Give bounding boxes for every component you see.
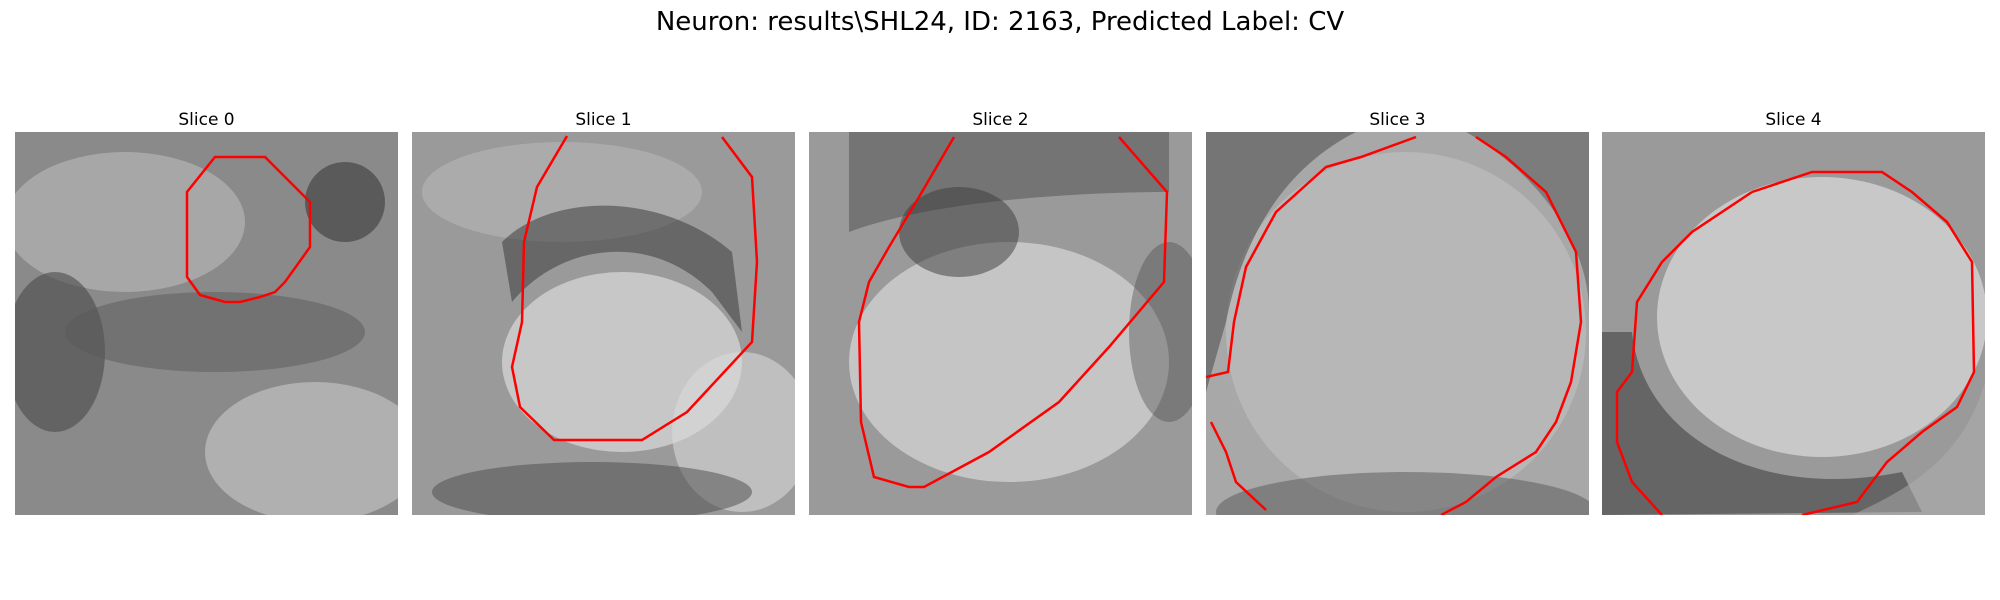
slice-title: Slice 0: [178, 110, 235, 130]
cell-contour: [1440, 135, 1583, 515]
slice-title: Slice 2: [972, 110, 1029, 130]
cell-contour: [1615, 190, 1753, 515]
slice-title: Slice 4: [1765, 110, 1822, 130]
slice-title: Slice 3: [1369, 110, 1426, 130]
cell-contour: [185, 155, 312, 304]
figure-title: Neuron: results\SHL24, ID: 2163, Predict…: [655, 7, 1345, 37]
cell-contour: [1206, 135, 1417, 379]
cell-contour: [1209, 421, 1267, 511]
microscopy-image: [15, 132, 398, 515]
cell-contour: [857, 136, 1169, 489]
slice-panel-0: Slice 0: [15, 108, 398, 515]
slice-panel-2: Slice 2: [809, 108, 1192, 515]
microscopy-image: [809, 132, 1192, 515]
cell-contour: [1751, 170, 1976, 515]
microscopy-image: [412, 132, 795, 515]
microscopy-image: [1602, 132, 1985, 515]
slice-panel-4: Slice 4: [1602, 108, 1985, 515]
slice-panel-1: Slice 1: [412, 108, 795, 515]
slice-title: Slice 1: [575, 110, 632, 130]
slice-panel-3: Slice 3: [1206, 108, 1589, 515]
cell-contour: [510, 135, 759, 442]
microscopy-image: [1206, 132, 1589, 515]
